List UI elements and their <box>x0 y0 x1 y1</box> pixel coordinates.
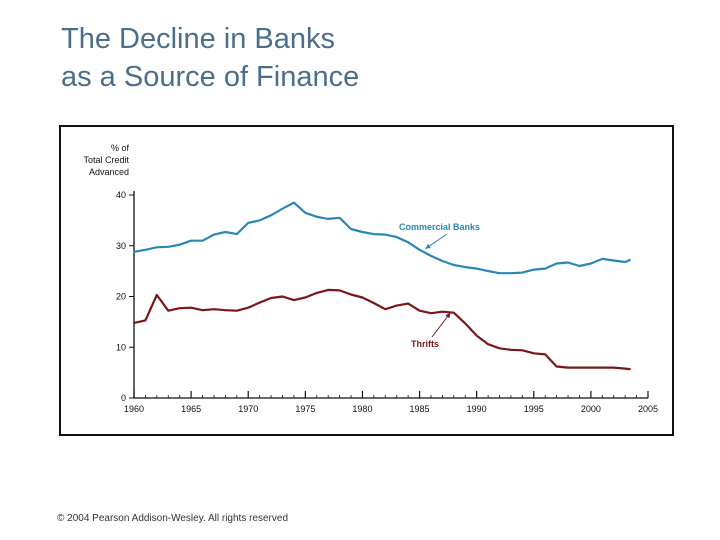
y-tick-label: 40 <box>116 190 126 200</box>
y-axis-title-line: Total Credit <box>83 155 129 165</box>
slide-title-line-2: as a Source of Finance <box>61 61 360 93</box>
series-line-thrifts <box>132 288 631 371</box>
chart-series <box>132 201 631 371</box>
x-tick-label: 1980 <box>352 404 372 414</box>
y-tick-label: 10 <box>116 342 126 352</box>
x-tick-label: 1975 <box>295 404 315 414</box>
x-tick-label: 2005 <box>638 404 658 414</box>
annotation-arrow-thrifts <box>431 312 451 338</box>
slide-title-line-1: The Decline in Banks <box>61 23 336 55</box>
annotation-arrowhead-commercial-banks <box>425 243 431 249</box>
x-tick-label: 1990 <box>467 404 487 414</box>
y-tick-label: 20 <box>116 292 126 302</box>
y-tick-label: 30 <box>116 241 126 251</box>
line-chart: 0 10 20 30 40 1960 1965 1970 1975 1980 1985 1990 199… <box>83 143 658 414</box>
x-tick-label: 1995 <box>524 404 544 414</box>
y-axis-title-line: % of <box>111 143 130 153</box>
x-tick-label: 1965 <box>181 404 201 414</box>
x-tick-label: 1960 <box>124 404 144 414</box>
x-tick-label: 2000 <box>581 404 601 414</box>
y-tick-label: 0 <box>121 393 126 403</box>
x-tick-label: 1970 <box>238 404 258 414</box>
slide-title: The Decline in Banks as a Source of Fina… <box>61 20 681 96</box>
series-label-thrifts: Thrifts <box>411 339 439 349</box>
chart-frame: 0 10 20 30 40 1960 1965 1970 1975 1980 1985 1990 199… <box>59 125 674 436</box>
chart-annotations: Commercial Banks Thrifts <box>399 222 480 349</box>
chart-axes: 0 10 20 30 40 1960 1965 1970 1975 1980 1985 1990 199… <box>83 143 658 414</box>
series-label-commercial-banks: Commercial Banks <box>399 222 480 232</box>
series-line-commercial-banks <box>132 201 631 275</box>
annotation-arrowhead-thrifts <box>445 312 451 319</box>
x-tick-label: 1985 <box>410 404 430 414</box>
y-axis-title-line: Advanced <box>89 167 129 177</box>
copyright-notice: © 2004 Pearson Addison-Wesley. All right… <box>57 513 289 524</box>
